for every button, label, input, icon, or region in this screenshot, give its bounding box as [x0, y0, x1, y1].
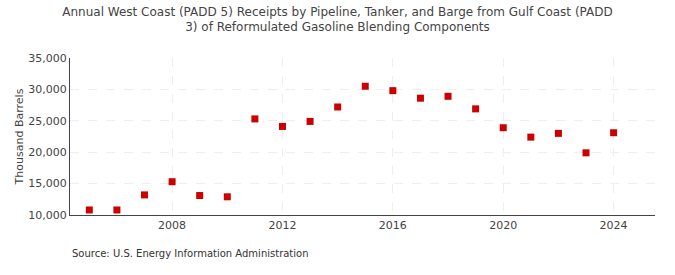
- svg-text:2024: 2024: [600, 219, 628, 232]
- svg-text:2008: 2008: [158, 219, 186, 232]
- svg-text:35,000: 35,000: [28, 52, 67, 65]
- svg-text:30,000: 30,000: [28, 83, 67, 96]
- svg-text:10,000: 10,000: [28, 209, 67, 222]
- svg-text:2020: 2020: [489, 219, 517, 232]
- svg-text:Source: U.S. Energy Informatio: Source: U.S. Energy Information Administ…: [72, 248, 309, 259]
- svg-text:15,000: 15,000: [28, 177, 67, 190]
- svg-text:Annual West Coast (PADD 5) Rec: Annual West Coast (PADD 5) Receipts by P…: [62, 5, 612, 35]
- svg-text:25,000: 25,000: [28, 115, 67, 128]
- svg-text:2012: 2012: [268, 219, 296, 232]
- svg-text:Thousand Barrels: Thousand Barrels: [13, 88, 26, 185]
- svg-text:2016: 2016: [379, 219, 407, 232]
- svg-text:20,000: 20,000: [28, 146, 67, 159]
